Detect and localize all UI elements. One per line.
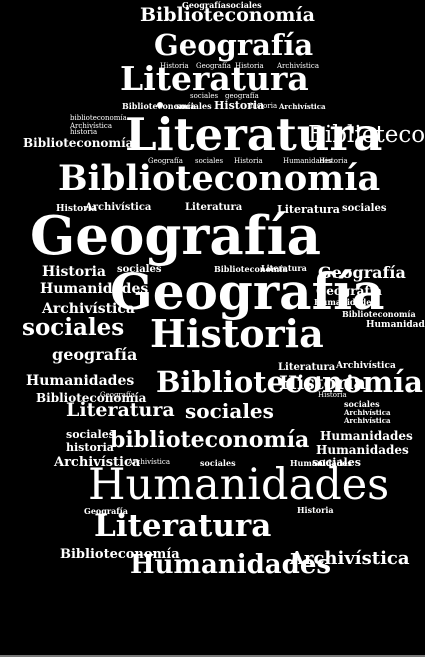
word: Biblioteconomía [342,309,416,319]
word: Geografía [318,263,406,282]
word: Historia [56,204,98,214]
word: Biblioteconomía [214,264,288,274]
word: Biblioteconomía [140,4,315,26]
word: sociales [312,456,361,469]
word: Historia [42,264,106,280]
word: Geografía [100,391,135,399]
word: Humanidades [314,297,376,307]
word: Literatura [125,108,383,161]
word: Archivística [344,408,391,417]
word: Historia [319,157,348,165]
word: Humanidades [366,320,425,330]
word: Historia [160,62,189,70]
word: Archivística [279,102,326,111]
word: Archivística [290,548,410,569]
word: sociales [176,101,212,111]
word: Biblioteconomía [60,547,180,562]
word: sociales [117,264,162,275]
word: sociales [226,0,262,10]
word: sociales [200,458,236,468]
word: geografía [52,345,138,364]
word: Biblioteconomía [308,122,425,148]
bottom-edge [0,655,425,657]
word: Historia [234,157,263,165]
word: Humanidades [316,443,409,457]
word: Literatura [120,59,309,98]
word: Humanidades [130,550,331,580]
word: Geografía [182,0,226,10]
word: Humanidades [40,281,149,297]
word: Biblioteconomía [23,136,134,150]
word: Literatura [185,202,243,213]
word: Literatura [277,203,340,216]
word: Historia [235,62,264,70]
word: historia [66,441,114,454]
word: Humanidades [26,373,135,389]
word: Archivística [277,62,319,70]
word: Historia [297,505,334,515]
word: Archivística [54,455,141,470]
word: biblioteconomía [110,427,310,453]
word: Literatura [66,399,175,421]
word: Literatura [94,508,272,544]
word: Humanidades [88,460,390,510]
word: geografía [225,92,259,100]
word: Literatura [278,362,336,373]
word: Historia [150,311,324,356]
word: Historia [279,372,366,394]
word: Archivística [42,301,135,317]
word: Geografía [30,205,321,267]
word: Archivística [128,458,170,466]
word: Geografía [154,28,314,62]
word: sociales [195,157,224,165]
word: sociales [66,428,115,441]
word: Archivística [344,416,391,425]
word: Geografía [110,262,385,321]
word: Biblioteconomía [58,158,381,199]
word: Geografía [196,62,231,70]
word: Humanidades [290,458,352,468]
word: Humanidades [320,429,413,443]
word: Humanidades [283,157,333,165]
word: Historia [318,391,347,399]
word: Biblioteconomía [122,101,196,111]
word: Geografía [316,284,382,298]
word: historia [70,128,98,136]
word: Archivística [85,202,152,213]
word: Geografía [148,157,183,165]
word: historia [250,102,278,110]
word: sociales [344,399,380,409]
word: sociales [190,92,219,100]
word: biblioteconomía [70,114,127,122]
word: Biblioteconomía [36,391,147,405]
word: Biblioteconomía [156,365,423,399]
word: Geografía [84,506,128,516]
word: Historia [214,99,265,112]
word: sociales [22,314,125,341]
word: Archivística [70,122,112,130]
word: sociales [185,399,274,423]
word: Archivística [336,361,396,371]
word: Literatura [261,263,307,273]
word: sociales [342,203,387,214]
separator-dot [157,102,163,108]
